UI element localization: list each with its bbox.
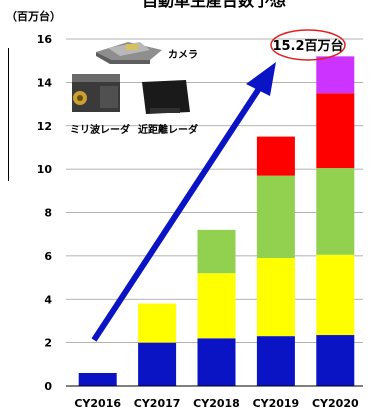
label-mmwave-radar: ミリ波レーダ [70, 123, 130, 136]
bar-segment-cy2020-s2 [316, 254, 355, 336]
mmwave-radar-image [72, 74, 120, 112]
bar-segment-cy2020-s1 [316, 335, 355, 386]
y-axis-ticks: 0 2 4 6 8 10 12 14 16 [37, 33, 53, 393]
bar-segment-cy2016-s1 [78, 372, 117, 386]
total-2020-highlight [270, 29, 346, 61]
label-short-range-radar: 近距離レーダ [138, 123, 198, 136]
x-tick-label: CY2016 [74, 397, 121, 410]
bar-segment-cy2018-s3 [197, 229, 236, 274]
trend-arrow [91, 82, 265, 342]
y-tick-label: 6 [44, 250, 52, 263]
bar-segment-cy2019-s1 [256, 336, 295, 386]
y-tick-label: 0 [44, 380, 52, 393]
total-2020-label: 15.2百万台 [272, 38, 343, 54]
x-tick-label: CY2019 [253, 397, 300, 410]
x-tick-label: CY2018 [193, 397, 240, 410]
y-tick-label: 2 [44, 337, 52, 350]
bar-segment-cy2020-s5 [316, 56, 355, 94]
bars [78, 56, 355, 386]
bar-segment-cy2020-s3 [316, 168, 355, 255]
bar-segment-cy2019-s3 [256, 175, 295, 259]
bar-segment-cy2017-s2 [138, 303, 177, 343]
x-tick-label: CY2020 [312, 397, 359, 410]
x-tick-label: CY2017 [134, 397, 181, 410]
x-axis-ticks: CY2016 CY2017 CY2018 CY2019 CY2020 [74, 397, 359, 410]
grid-lines [66, 38, 363, 344]
y-tick-label: 4 [44, 293, 52, 306]
label-camera: カメラ [168, 49, 198, 61]
bar-segment-cy2017-s1 [138, 342, 177, 386]
bar-segment-cy2020-s4 [316, 93, 355, 169]
bar-segment-cy2019-s2 [256, 258, 295, 337]
short-range-radar-image [142, 80, 190, 114]
bar-segment-cy2018-s2 [197, 273, 236, 339]
chart-title: 自動車生産台数予想 [142, 0, 286, 10]
y-tick-label: 8 [44, 207, 52, 220]
bar-segment-cy2019-s4 [256, 136, 295, 176]
y-tick-label: 10 [37, 163, 53, 176]
bar-segment-cy2018-s1 [197, 338, 236, 386]
y-unit-label: （百万台） [6, 9, 61, 23]
trend-arrow-head [246, 62, 276, 96]
y-tick-label: 12 [37, 120, 52, 133]
y-tick-label: 14 [37, 76, 53, 89]
camera-image [96, 42, 162, 64]
y-tick-label: 16 [37, 33, 53, 46]
